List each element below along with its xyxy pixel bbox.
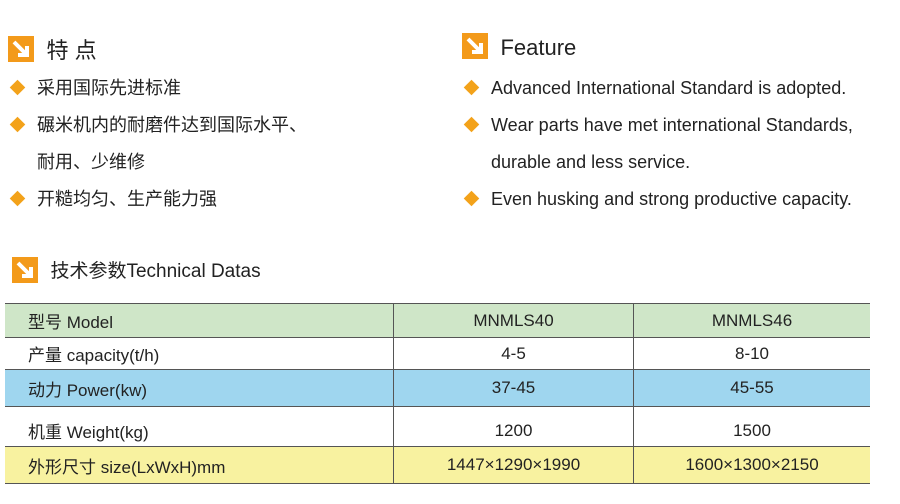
- row-label: 外形尺寸 size(LxWxH)mm: [5, 446, 394, 484]
- diamond-bullet-icon: [9, 190, 26, 207]
- list-item: 采用国际先进标准: [37, 78, 181, 98]
- cell: 8-10: [633, 337, 870, 370]
- list-item: 碾米机内的耐磨件达到国际水平、: [37, 115, 307, 135]
- list-item: durable and less service.: [491, 152, 691, 172]
- features-cn-list: 采用国际先进标准 碾米机内的耐磨件达到国际水平、 耐用、少维修 开糙均匀、生产能…: [9, 70, 307, 218]
- arrow-down-right-icon: [462, 33, 488, 59]
- table-row: 动力 Power(kw) 37-45 45-55: [5, 369, 870, 407]
- diamond-bullet-icon: [463, 79, 480, 96]
- section-header-features-en: Feature: [462, 33, 576, 64]
- diamond-bullet-icon: [463, 190, 480, 207]
- cell: 4-5: [393, 337, 634, 370]
- table-row: 机重 Weight(kg) 1200 1500: [5, 406, 870, 447]
- section-header-tech: 技术参数Technical Datas: [12, 256, 261, 288]
- list-item: Wear parts have met international Standa…: [491, 115, 853, 135]
- list-item: Advanced International Standard is adopt…: [491, 78, 847, 98]
- diamond-bullet-icon: [463, 116, 480, 133]
- table-row: 产量 capacity(t/h) 4-5 8-10: [5, 337, 870, 370]
- table-row: 型号 Model MNMLS40 MNMLS46: [5, 303, 870, 338]
- arrow-down-right-icon: [12, 257, 38, 283]
- row-label: 机重 Weight(kg): [5, 406, 394, 447]
- cell: 45-55: [633, 369, 870, 407]
- row-label: 型号 Model: [5, 303, 394, 338]
- section-title: 特 点: [46, 38, 97, 63]
- cell: 1200: [393, 406, 634, 447]
- row-label: 产量 capacity(t/h): [5, 337, 394, 370]
- cell: 37-45: [393, 369, 634, 407]
- diamond-bullet-icon: [9, 79, 26, 96]
- section-header-features-cn: 特 点: [8, 33, 97, 67]
- list-item: 开糙均匀、生产能力强: [37, 189, 217, 209]
- table-row: 外形尺寸 size(LxWxH)mm 1447×1290×1990 1600×130…: [5, 446, 870, 484]
- section-title: 技术参数Technical Datas: [50, 261, 261, 282]
- features-en-list: Advanced International Standard is adopt…: [463, 70, 853, 218]
- cell: 1500: [633, 406, 870, 447]
- row-label: 动力 Power(kw): [5, 369, 394, 407]
- cell: MNMLS40: [393, 303, 634, 338]
- tech-data-table: 型号 Model MNMLS40 MNMLS46 产量 capacity(t/h) 4…: [5, 303, 870, 484]
- cell: MNMLS46: [633, 303, 870, 338]
- section-title: Feature: [500, 35, 577, 60]
- cell: 1600×1300×2150: [633, 446, 870, 484]
- cell: 1447×1290×1990: [393, 446, 634, 484]
- list-item: Even husking and strong productive capac…: [491, 189, 852, 209]
- diamond-bullet-icon: [9, 116, 26, 133]
- arrow-down-right-icon: [8, 36, 34, 62]
- list-item: 耐用、少维修: [37, 152, 145, 172]
